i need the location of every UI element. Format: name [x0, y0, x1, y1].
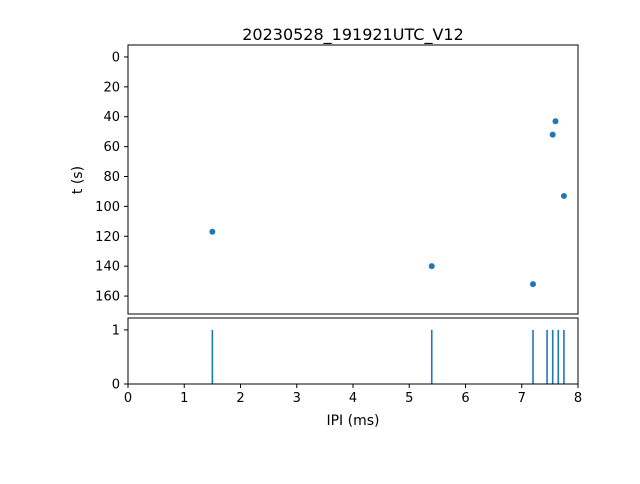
y-tick-label: 0: [112, 378, 120, 393]
x-tick-label: 7: [518, 391, 526, 406]
y-tick-label: 60: [103, 140, 120, 155]
chart-title: 20230528_191921UTC_V12: [242, 25, 464, 45]
y-tick-label: 120: [95, 230, 120, 245]
scatter-point: [428, 263, 435, 270]
y-tick-label: 140: [95, 260, 120, 275]
x-tick-label: 1: [180, 391, 188, 406]
y-tick-label: 20: [103, 80, 120, 95]
x-tick-label: 3: [293, 391, 301, 406]
x-tick-label: 8: [574, 391, 582, 406]
y-tick-label: 80: [103, 170, 120, 185]
y-tick-label: 0: [112, 50, 120, 65]
bottom-axes-frame: [127, 317, 579, 385]
scatter-point: [552, 118, 559, 125]
y-tick-label: 160: [95, 290, 120, 305]
x-axis-label: IPI (ms): [326, 413, 379, 429]
top-axes-frame: [127, 44, 579, 315]
x-tick-label: 6: [461, 391, 469, 406]
scatter-point: [209, 228, 216, 235]
x-tick-label: 5: [405, 391, 413, 406]
scatter-point: [560, 192, 567, 199]
scatter-point: [549, 131, 556, 138]
x-tick-label: 4: [349, 391, 357, 406]
y-tick-label: 100: [95, 200, 120, 215]
x-tick-label: 2: [236, 391, 244, 406]
scatter-point: [530, 281, 536, 288]
y-tick-label: 40: [103, 110, 120, 125]
y-tick-label: 1: [112, 323, 120, 338]
plot-layer: 0 20 40 60 80 100 120 140 160 0 1 0 1 2 3 4 5 6 7 8: [95, 44, 582, 406]
x-tick-label: 0: [124, 391, 132, 406]
y-axis-label: t (s): [70, 166, 86, 194]
